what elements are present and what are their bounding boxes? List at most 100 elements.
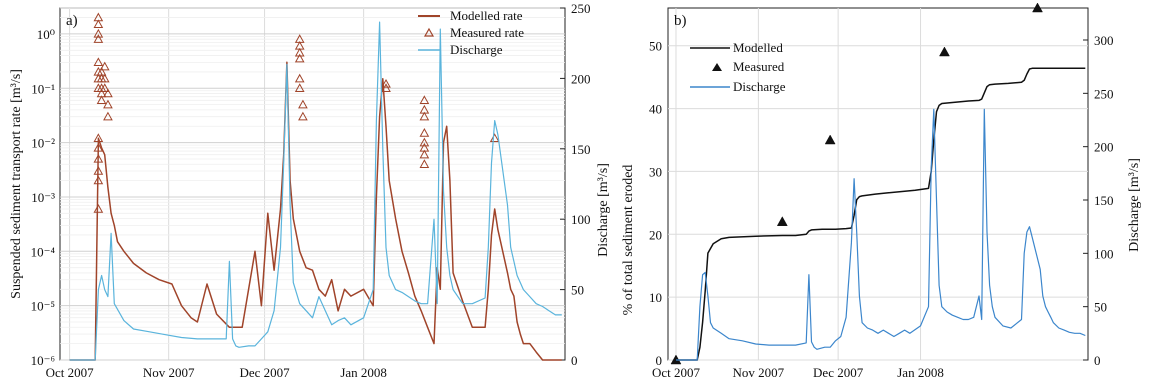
y-left-tick-label: 40 (649, 102, 662, 117)
y-right-tick-label: 250 (1094, 86, 1114, 101)
y-left-tick-label: 10⁻⁶ (31, 353, 55, 368)
marker-measured-rate (93, 153, 104, 163)
panel-b-legend: Modelled Measured Discharge (690, 40, 786, 94)
marker-measured-rate (103, 111, 113, 121)
legend-label-measured-rate: Measured rate (450, 25, 524, 40)
x-tick-label: Nov 2007 (143, 365, 195, 380)
marker-measured-rate (93, 142, 104, 152)
panel-b-right-ticks: 0 50 100 150 200 250 300 (1083, 33, 1114, 368)
marker-measured-rate (294, 73, 305, 83)
marker-measured-rate (93, 19, 104, 29)
series-line-discharge (676, 108, 1086, 361)
y-right-tick-label: 100 (571, 212, 591, 227)
y-right-tick-label: 200 (571, 71, 591, 86)
panel-b-x-ticks: Oct 2007 Nov 2007 Dec 2007 Jan 2008 (652, 365, 944, 380)
marker-measured-rate (298, 111, 308, 121)
y-right-tick-label: 0 (571, 353, 578, 368)
marker-measured-rate (103, 88, 113, 98)
marker-measured-rate (419, 111, 430, 121)
marker-measured-rate (93, 133, 104, 143)
panel-a-right-axis-label: Discharge [m³/s] (596, 163, 611, 257)
y-right-tick-label: 250 (571, 1, 591, 16)
marker-measured-rate (381, 78, 391, 88)
series-line-modelled (676, 67, 1086, 361)
marker-measured (1032, 2, 1043, 13)
marker-measured-rate (419, 137, 430, 147)
y-left-tick-label: 30 (649, 164, 662, 179)
x-tick-label: Jan 2008 (340, 365, 387, 380)
panel-a-right-ticks: 0 50 100 150 200 250 (560, 1, 591, 368)
marker-measured (776, 216, 788, 226)
marker-measured-rate (294, 53, 305, 63)
panel-a-grid (60, 7, 565, 361)
panel-a-plot-area (59, 7, 566, 361)
y-left-tick-label: 50 (649, 39, 662, 54)
panel-a-series (69, 12, 562, 361)
panel-b-plot-area (667, 7, 1089, 361)
y-right-tick-label: 300 (1094, 33, 1114, 48)
panel-b-left-ticks: 0 10 20 30 40 50 (649, 39, 662, 368)
panel-b: Oct 2007 Nov 2007 Dec 2007 Jan 2008 0 10 20 30… (621, 2, 1142, 380)
y-right-tick-label: 100 (1094, 246, 1114, 261)
marker-measured-rate (99, 83, 110, 92)
marker-measured-rate (99, 61, 110, 71)
y-left-tick-label: 10⁻¹ (31, 81, 55, 96)
panel-a: Oct 2007 Nov 2007 Dec 2007 Jan 2008 10⁻⁶ 10⁻… (9, 1, 611, 380)
marker-measured-rate (419, 149, 430, 159)
y-right-tick-label: 200 (1094, 140, 1114, 155)
x-tick-label: Oct 2007 (46, 365, 95, 380)
panel-a-label: a) (66, 13, 78, 29)
legend-swatch-measured (712, 63, 722, 71)
marker-measured-rate (93, 175, 104, 185)
panel-b-series (670, 2, 1086, 365)
legend-label-discharge-b: Discharge (733, 79, 786, 94)
marker-measured (824, 134, 836, 145)
y-left-tick-label: 20 (649, 227, 662, 242)
panel-a-legend: Modelled rate Measured rate Discharge (418, 8, 524, 57)
y-right-tick-label: 150 (571, 142, 591, 157)
legend-label-discharge: Discharge (450, 42, 503, 57)
y-left-tick-label: 10⁻³ (31, 190, 55, 205)
series-line-discharge (69, 21, 562, 361)
panel-b-label: b) (674, 13, 687, 29)
panel-b-left-axis-label: % of total sediment eroded (621, 165, 636, 316)
marker-measured-rate (93, 203, 104, 213)
marker-measured-rate (93, 28, 104, 38)
x-tick-label: Oct 2007 (652, 365, 701, 380)
panel-a-x-ticks: Oct 2007 Nov 2007 Dec 2007 Jan 2008 (46, 365, 387, 380)
y-right-tick-label: 50 (571, 283, 584, 298)
legend-label-measured: Measured (733, 59, 785, 74)
marker-measured (939, 46, 950, 57)
marker-measured-rate (419, 159, 430, 168)
marker-measured-rate (96, 95, 107, 105)
marker-measured-rate (381, 83, 391, 92)
marker-measured-rate (489, 133, 500, 143)
x-tick-label: Dec 2007 (239, 365, 290, 380)
y-right-tick-label: 50 (1094, 300, 1107, 315)
panel-b-right-axis-label: Discharge [m³/s] (1127, 158, 1142, 252)
marker-measured-rate (298, 99, 308, 109)
marker-measured-rate (93, 34, 104, 43)
x-tick-label: Dec 2007 (813, 365, 864, 380)
y-left-tick-label: 10 (649, 290, 662, 305)
x-tick-label: Jan 2008 (897, 365, 944, 380)
y-left-tick-label: 10⁻⁵ (31, 299, 55, 314)
series-line-modelled-rate (69, 61, 562, 361)
legend-label-modelled: Modelled (733, 40, 783, 55)
marker-measured-rate (294, 47, 305, 57)
marker-measured-rate (419, 95, 430, 105)
panel-a-left-axis-label: Suspended sediment transport rate [m³/s] (9, 69, 24, 299)
y-right-tick-label: 0 (1094, 353, 1101, 368)
marker-measured-rate (99, 73, 110, 83)
marker-measured-rate (103, 99, 113, 109)
y-left-tick-label: 0 (656, 353, 663, 368)
y-right-tick-label: 150 (1094, 193, 1114, 208)
marker-measured-rate (294, 83, 305, 92)
x-tick-label: Nov 2007 (733, 365, 785, 380)
legend-swatch-measured-rate (423, 27, 435, 37)
marker-measured-rate (93, 57, 104, 67)
marker-measured-rate (93, 166, 104, 175)
y-left-tick-label: 10⁻² (31, 136, 55, 151)
y-left-tick-label: 10⁻⁴ (31, 244, 56, 259)
